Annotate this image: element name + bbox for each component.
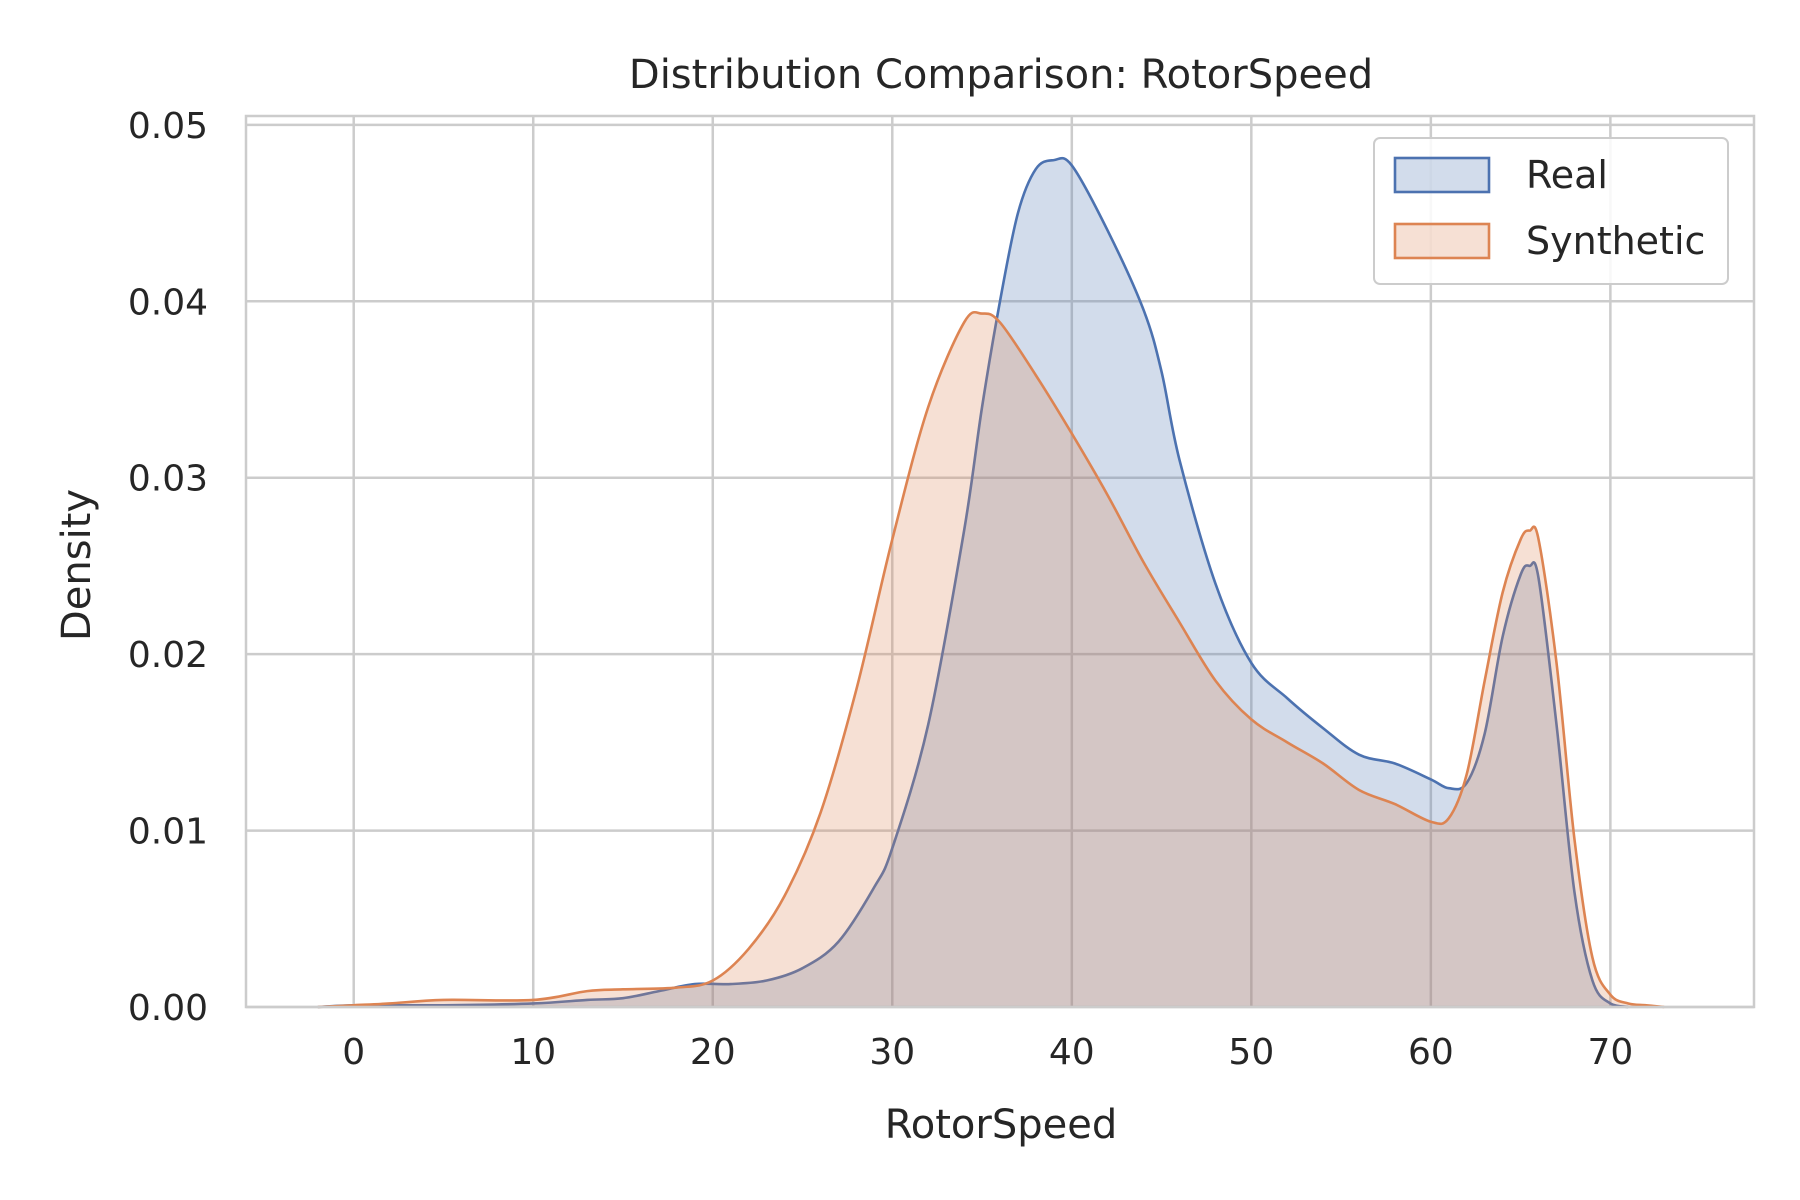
legend: Real Synthetic xyxy=(1373,137,1729,285)
y-tick-label: 0.03 xyxy=(128,459,208,500)
x-axis-label: RotorSpeed xyxy=(885,1102,1117,1148)
y-tick-label: 0.04 xyxy=(128,282,208,323)
x-tick-label: 30 xyxy=(869,1032,915,1073)
synthetic-density-line xyxy=(317,310,1665,1009)
legend-swatch-real xyxy=(1393,156,1491,194)
legend-label-synthetic: Synthetic xyxy=(1526,219,1705,263)
y-tick-label: 0.02 xyxy=(128,635,208,676)
chart-title: Distribution Comparison: RotorSpeed xyxy=(629,52,1373,98)
x-tick-label: 70 xyxy=(1587,1032,1633,1073)
real-density-line xyxy=(317,156,1629,1009)
x-tick-label: 60 xyxy=(1408,1032,1454,1073)
legend-label-real: Real xyxy=(1526,153,1608,197)
x-tick-label: 0 xyxy=(342,1032,365,1073)
y-tick-label: 0.05 xyxy=(128,106,208,147)
plot-area xyxy=(244,114,1756,1009)
x-tick-label: 20 xyxy=(690,1032,736,1073)
x-tick-label: 40 xyxy=(1049,1032,1095,1073)
legend-box xyxy=(1373,137,1729,285)
legend-swatch-synthetic xyxy=(1393,222,1491,260)
x-tick-label: 50 xyxy=(1228,1032,1274,1073)
plot-frame xyxy=(244,114,1756,1009)
y-tick-label: 0.00 xyxy=(128,988,208,1029)
x-tick-label: 10 xyxy=(510,1032,556,1073)
y-axis-ticks: 0.00 0.01 0.02 0.03 0.04 0.05 xyxy=(128,106,208,1029)
y-tick-label: 0.01 xyxy=(128,812,208,853)
real-density-area xyxy=(317,158,1629,1007)
y-axis-label: Density xyxy=(54,489,100,641)
synthetic-density-area xyxy=(317,312,1665,1007)
x-axis-ticks: 0 10 20 30 40 50 60 70 xyxy=(342,1032,1633,1073)
